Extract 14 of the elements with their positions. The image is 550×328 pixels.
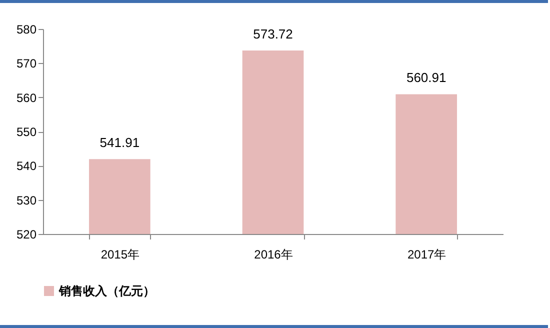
x-tick-label: 2016年 [254,248,293,262]
y-tick-label: 530 [16,193,37,208]
legend-label: 销售收入（亿元） [58,284,155,298]
y-tick-label: 580 [16,22,37,36]
data-label: 573.72 [253,26,293,42]
y-tick-label: 570 [16,56,37,71]
x-tick-label: 2015年 [100,248,140,262]
x-tick-label: 2017年 [407,248,446,262]
y-tick-label: 560 [16,90,37,105]
y-tick-label: 550 [16,125,37,139]
data-label: 560.91 [406,70,446,86]
data-label: 541.91 [100,135,140,150]
y-tick-label: 540 [16,159,37,174]
y-tick-label: 520 [16,228,37,242]
